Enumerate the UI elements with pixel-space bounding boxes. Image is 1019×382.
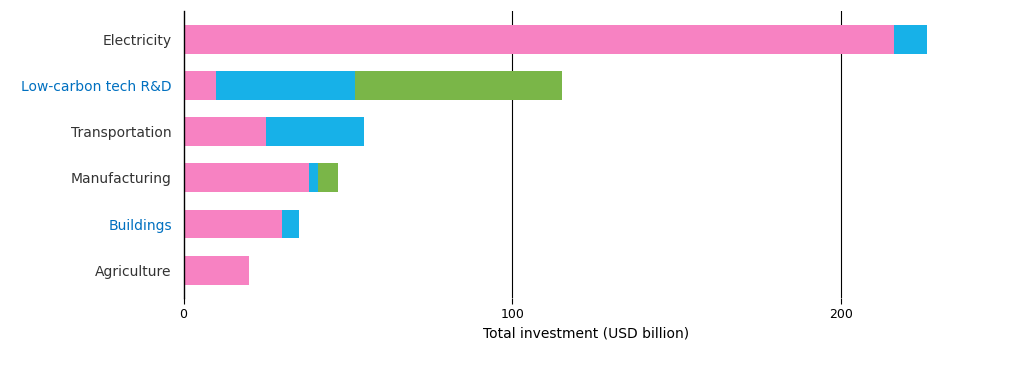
Bar [183,210,282,238]
Bar [183,117,266,146]
Bar [355,71,561,100]
Bar [216,71,355,100]
Bar [266,117,364,146]
Bar [893,25,926,53]
Bar [183,71,216,100]
Bar [183,25,893,53]
Bar [282,210,299,238]
X-axis label: Total investment (USD billion): Total investment (USD billion) [483,327,689,341]
Bar [183,256,249,285]
Bar [183,163,309,192]
Bar [318,163,338,192]
Bar [309,163,318,192]
